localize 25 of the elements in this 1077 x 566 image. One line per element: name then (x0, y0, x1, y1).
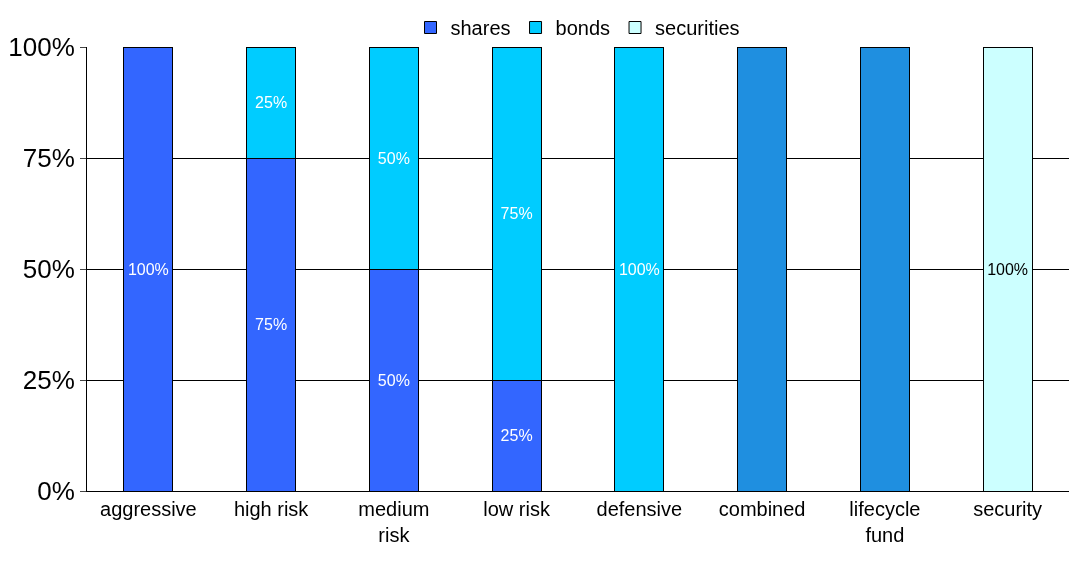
y-tick-label: 75% (22, 143, 75, 174)
data-label: 75% (500, 205, 533, 222)
x-tick-label: security (973, 498, 1043, 520)
x-tick-label: low risk (483, 498, 551, 520)
x-tick-label: medium risk (358, 498, 430, 546)
data-label: 25% (500, 427, 533, 444)
y-tick-label: 0% (37, 476, 75, 507)
data-label: 25% (255, 94, 288, 111)
legend-label: bonds (555, 17, 611, 40)
y-tick-label: 25% (22, 365, 75, 396)
data-label: 100% (127, 260, 169, 278)
data-label: 75% (255, 316, 288, 333)
x-tick-label: high risk (233, 498, 310, 520)
data-label: 50% (377, 371, 410, 389)
data-label: 100% (618, 260, 660, 278)
x-tick-label: aggressive (100, 498, 197, 520)
legend-label: securities (655, 17, 740, 40)
y-tick-label: 50% (22, 254, 75, 285)
x-tick-label: combined (718, 498, 806, 520)
x-tick-label: defensive (596, 498, 683, 520)
data-label: 100% (987, 260, 1029, 278)
data-label: 50% (377, 149, 410, 167)
x-tick-label: lifecycle fund (849, 498, 921, 546)
legend-label: shares (450, 17, 511, 40)
y-tick-label: 100% (8, 32, 75, 63)
